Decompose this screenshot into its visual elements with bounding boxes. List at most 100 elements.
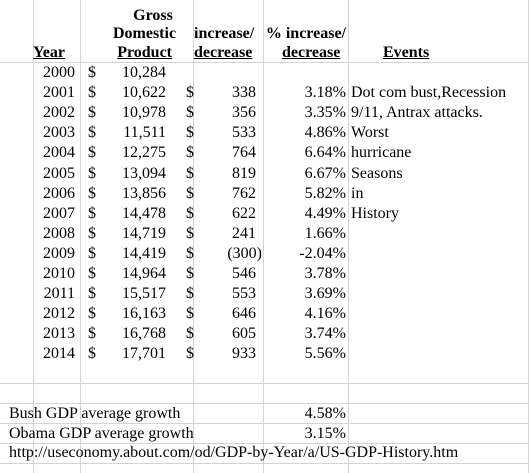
pct-cell: 1.66% — [304, 225, 346, 242]
event-cell: 9/11, Antrax attacks. — [351, 104, 483, 121]
year-cell: 2010 — [43, 265, 75, 282]
year-cell: 2000 — [43, 64, 75, 81]
summary-obama-value: 3.15% — [304, 425, 346, 442]
gdp-currency: $ — [88, 165, 96, 182]
change-currency: $ — [186, 144, 194, 161]
gdp-cell: 10,978 — [122, 104, 166, 121]
change-cell: 338 — [232, 84, 256, 101]
summary-bush-value: 4.58% — [304, 405, 346, 422]
gdp-cell: 10,622 — [122, 84, 166, 101]
pct-cell: 3.35% — [304, 104, 346, 121]
year-cell: 2009 — [43, 245, 75, 262]
year-cell: 2012 — [43, 305, 75, 322]
change-cell: 356 — [232, 104, 256, 121]
year-cell: 2014 — [43, 345, 75, 362]
gdp-cell: 14,719 — [122, 225, 166, 242]
grid-hline — [0, 403, 529, 404]
change-cell: (300) — [227, 245, 262, 262]
header-year: Year — [33, 44, 65, 61]
grid-hline — [0, 423, 529, 424]
change-cell: 764 — [232, 144, 256, 161]
gdp-cell: 10,284 — [122, 64, 166, 81]
change-cell: 762 — [232, 185, 256, 202]
change-currency: $ — [186, 185, 194, 202]
gdp-currency: $ — [88, 285, 96, 302]
grid-hline — [0, 463, 529, 464]
change-cell: 533 — [232, 124, 256, 141]
gdp-currency: $ — [88, 84, 96, 101]
gdp-cell: 13,856 — [122, 185, 166, 202]
grid-vline — [80, 0, 81, 473]
header-pct-line1: % increase/ — [265, 25, 346, 42]
gdp-cell: 13,094 — [122, 165, 166, 182]
gdp-cell: 14,478 — [122, 205, 166, 222]
year-cell: 2002 — [43, 104, 75, 121]
summary-obama-label: Obama GDP average growth — [9, 425, 194, 442]
change-currency: $ — [186, 305, 194, 322]
pct-cell: 5.56% — [304, 345, 346, 362]
year-cell: 2005 — [43, 165, 75, 182]
change-currency: $ — [186, 325, 194, 342]
change-currency: $ — [186, 104, 194, 121]
change-currency: $ — [186, 124, 194, 141]
change-cell: 819 — [232, 165, 256, 182]
header-change-line1: increase/ — [194, 25, 255, 42]
change-currency: $ — [186, 225, 194, 242]
gdp-currency: $ — [88, 245, 96, 262]
pct-cell: 6.64% — [304, 144, 346, 161]
grid-hline — [0, 443, 529, 444]
gdp-currency: $ — [88, 185, 96, 202]
year-cell: 2007 — [43, 205, 75, 222]
grid-vline — [348, 0, 349, 473]
change-cell: 546 — [232, 265, 256, 282]
grid-vline — [33, 0, 34, 473]
change-cell: 553 — [232, 285, 256, 302]
year-cell: 2004 — [43, 144, 75, 161]
gdp-currency: $ — [88, 265, 96, 282]
gdp-cell: 16,163 — [122, 305, 166, 322]
gdp-currency: $ — [88, 225, 96, 242]
pct-cell: 3.69% — [304, 285, 346, 302]
gdp-cell: 11,511 — [123, 124, 166, 141]
year-cell: 2001 — [43, 84, 75, 101]
change-currency: $ — [186, 265, 194, 282]
pct-cell: 4.16% — [304, 305, 346, 322]
change-currency: $ — [186, 205, 194, 222]
gdp-cell: 14,419 — [122, 245, 166, 262]
grid-vline — [193, 0, 194, 473]
grid-vline — [263, 0, 264, 473]
event-cell: History — [351, 205, 399, 222]
change-cell: 933 — [232, 345, 256, 362]
event-cell: Seasons — [351, 165, 403, 182]
event-cell: Worst — [351, 124, 389, 141]
pct-cell: 4.86% — [304, 124, 346, 141]
change-currency: $ — [186, 285, 194, 302]
gdp-cell: 15,517 — [122, 285, 166, 302]
grid-hline — [0, 383, 529, 384]
header-pct-line2: decrease — [282, 44, 341, 61]
gdp-cell: 14,964 — [122, 265, 166, 282]
header-gdp-line1: Gross — [133, 7, 173, 24]
header-gdp-line2: Domestic — [112, 25, 177, 42]
gdp-cell: 17,701 — [122, 345, 166, 362]
source-url: http://useconomy.about.com/od/GDP-by-Yea… — [9, 444, 459, 461]
pct-cell: 5.82% — [304, 185, 346, 202]
event-cell: Dot com bust,Recession — [351, 84, 507, 101]
gdp-currency: $ — [88, 205, 96, 222]
event-cell: in — [351, 185, 364, 202]
change-currency: $ — [186, 245, 194, 262]
year-cell: 2013 — [43, 325, 75, 342]
change-currency: $ — [186, 165, 194, 182]
grid-hline — [0, 62, 529, 63]
change-cell: 605 — [232, 325, 256, 342]
summary-bush-label: Bush GDP average growth — [9, 405, 181, 422]
gdp-currency: $ — [88, 305, 96, 322]
pct-cell: 6.67% — [304, 165, 346, 182]
gdp-currency: $ — [88, 124, 96, 141]
year-cell: 2008 — [43, 225, 75, 242]
change-currency: $ — [186, 84, 194, 101]
pct-cell: 4.49% — [304, 205, 346, 222]
gdp-currency: $ — [88, 345, 96, 362]
gdp-currency: $ — [88, 64, 96, 81]
